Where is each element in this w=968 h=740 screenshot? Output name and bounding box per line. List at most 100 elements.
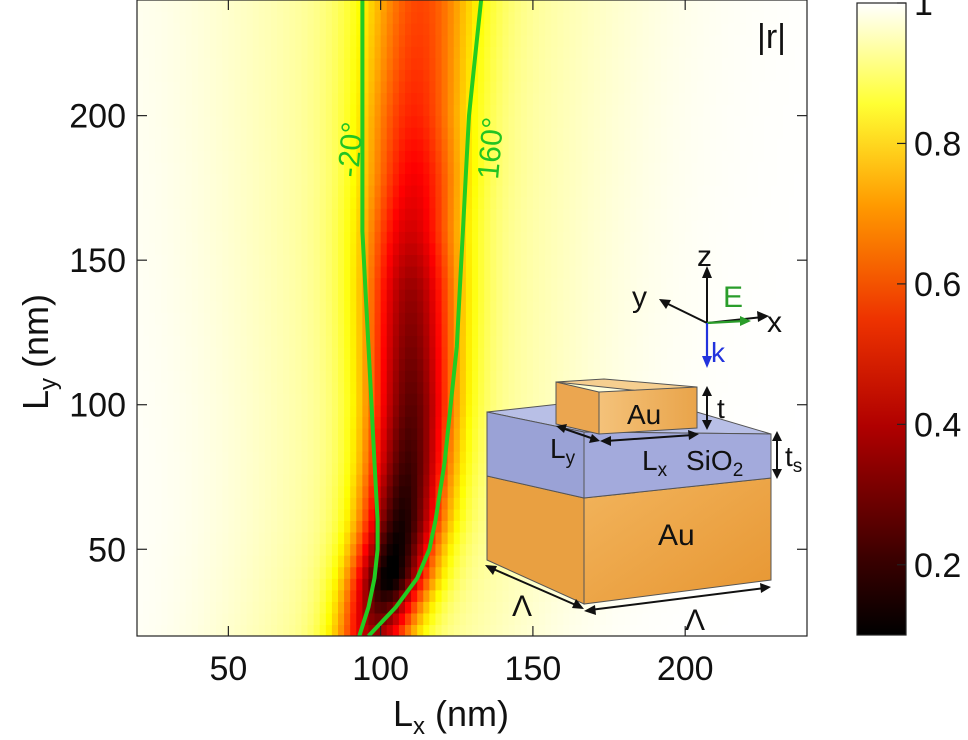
heatmap-cell: [222, 277, 229, 290]
heatmap-cell: [277, 312, 284, 325]
heatmap-cell: [344, 462, 351, 475]
heatmap-cell: [465, 601, 473, 614]
heatmap-cell: [581, 335, 589, 348]
heatmap-cell: [392, 381, 400, 394]
heatmap-cell: [204, 555, 211, 568]
heatmap-cell: [368, 150, 376, 163]
heatmap-cell: [423, 624, 430, 636]
heatmap-cell: [740, 150, 747, 163]
heatmap-cell: [179, 300, 187, 313]
heatmap-cell: [137, 219, 144, 232]
heatmap-cell: [727, 208, 735, 221]
heatmap-cell: [301, 462, 309, 475]
heatmap-cell: [709, 173, 717, 186]
heatmap-cell: [703, 624, 711, 636]
heatmap-cell: [453, 612, 461, 626]
heatmap-cell: [398, 289, 406, 302]
heatmap-cell: [752, 254, 759, 267]
heatmap-cell: [338, 589, 345, 602]
heatmap-cell: [398, 497, 406, 510]
heatmap-cell: [161, 427, 169, 441]
heatmap-cell: [331, 208, 339, 221]
heatmap-cell: [648, 589, 656, 602]
heatmap-cell: [447, 497, 455, 510]
heatmap-cell: [569, 115, 577, 128]
heatmap-cell: [776, 335, 784, 348]
heatmap-cell: [258, 624, 266, 636]
heatmap-cell: [210, 578, 217, 591]
heatmap-cell: [179, 566, 187, 579]
heatmap-cell: [514, 300, 522, 313]
heatmap-cell: [654, 300, 662, 313]
heatmap-cell: [216, 555, 223, 568]
heatmap-cell: [179, 312, 187, 325]
heatmap-cell: [435, 543, 443, 556]
heatmap-cell: [197, 300, 205, 313]
heatmap-cell: [490, 589, 497, 602]
heatmap-cell: [417, 312, 424, 325]
heatmap-cell: [356, 265, 363, 279]
heatmap-cell: [691, 115, 698, 128]
heatmap-cell: [679, 346, 686, 360]
heatmap-cell: [210, 300, 217, 313]
heatmap-cell: [691, 300, 698, 313]
heatmap-cell: [417, 520, 424, 533]
heatmap-cell: [441, 508, 449, 521]
heatmap-cell: [331, 474, 339, 487]
heatmap-cell: [210, 242, 217, 255]
heatmap-cell: [630, 300, 638, 313]
heatmap-cell: [520, 601, 528, 614]
heatmap-cell: [210, 150, 217, 163]
heatmap-cell: [532, 277, 540, 290]
heatmap-cell: [563, 219, 571, 232]
heatmap-cell: [599, 381, 607, 394]
heatmap-cell: [727, 254, 735, 267]
heatmap-cell: [392, 416, 400, 429]
heatmap-cell: [386, 323, 394, 336]
heatmap-cell: [380, 543, 388, 556]
heatmap-cell: [411, 439, 418, 452]
heatmap-cell: [283, 196, 290, 209]
heatmap-cell: [380, 219, 388, 232]
heatmap-cell: [411, 474, 418, 487]
heatmap-cell: [234, 439, 242, 452]
heatmap-cell: [283, 497, 290, 510]
heatmap-cell: [697, 115, 705, 128]
heatmap-cell: [240, 393, 248, 406]
heatmap-cell: [234, 254, 242, 267]
heatmap-cell: [703, 161, 711, 175]
heatmap-cell: [338, 474, 345, 487]
heatmap-cell: [666, 312, 674, 325]
heatmap-cell: [240, 508, 248, 521]
heatmap-cell: [240, 578, 248, 591]
heatmap-cell: [149, 485, 156, 498]
heatmap-cell: [386, 104, 394, 117]
heatmap-cell: [721, 173, 729, 186]
heatmap-cell: [380, 427, 388, 441]
heatmap-cell: [715, 370, 723, 383]
heatmap-cell: [325, 208, 333, 221]
heatmap-cell: [508, 370, 516, 383]
heatmap-cell: [204, 427, 211, 441]
heatmap-cell: [258, 612, 266, 626]
heatmap-cell: [338, 346, 345, 360]
heatmap-cell: [204, 439, 211, 452]
heatmap-cell: [721, 277, 729, 290]
heatmap-cell: [618, 358, 625, 371]
heatmap-cell: [593, 358, 601, 371]
heatmap-cell: [727, 601, 735, 614]
heatmap-cell: [660, 612, 668, 626]
heatmap-cell: [338, 150, 345, 163]
heatmap-cell: [472, 508, 479, 521]
heatmap-cell: [758, 254, 765, 267]
heatmap-cell: [185, 196, 193, 209]
heatmap-cell: [191, 531, 199, 545]
heatmap-cell: [788, 543, 796, 556]
heatmap-cell: [551, 358, 558, 371]
heatmap-cell: [472, 335, 479, 348]
heatmap-cell: [490, 370, 497, 383]
heatmap-cell: [685, 242, 692, 255]
heatmap-cell: [545, 370, 552, 383]
heatmap-cell: [782, 589, 790, 602]
heatmap-cell: [301, 138, 309, 151]
